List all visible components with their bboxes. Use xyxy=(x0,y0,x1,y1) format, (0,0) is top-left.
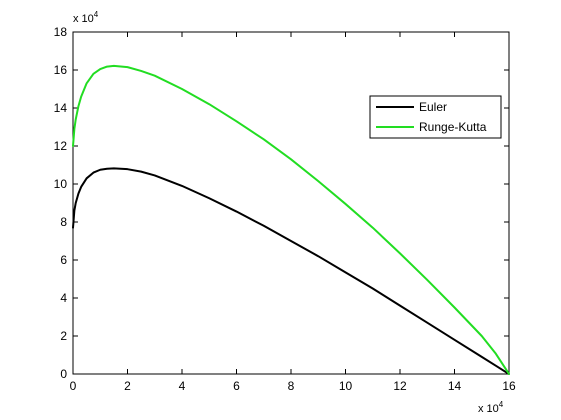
y-tick-label: 18 xyxy=(54,25,68,39)
x-tick-label: 14 xyxy=(448,379,462,393)
x-tick-label: 0 xyxy=(70,379,77,393)
y-tick-label: 14 xyxy=(54,101,68,115)
y-tick-label: 12 xyxy=(54,139,68,153)
x-tick-label: 6 xyxy=(233,379,240,393)
y-axis-multiplier: x 104 xyxy=(73,10,99,25)
x-axis-multiplier: x 104 xyxy=(478,400,504,415)
y-tick-label: 4 xyxy=(60,291,67,305)
x-tick-label: 8 xyxy=(288,379,295,393)
x-tick-label: 10 xyxy=(339,379,353,393)
x-tick-label: 16 xyxy=(502,379,516,393)
x-tick-label: 12 xyxy=(393,379,407,393)
y-tick-label: 6 xyxy=(60,253,67,267)
legend-label-euler: Euler xyxy=(419,100,447,114)
y-tick-label: 10 xyxy=(54,177,68,191)
y-tick-label: 2 xyxy=(60,329,67,343)
y-tick-label: 0 xyxy=(60,367,67,381)
legend-box xyxy=(369,95,502,139)
series-line-euler xyxy=(72,167,510,375)
legend: Euler Runge-Kutta xyxy=(369,95,502,139)
y-tick-label: 16 xyxy=(54,63,68,77)
plot-area xyxy=(72,31,510,375)
legend-label-runge-kutta: Runge-Kutta xyxy=(419,120,487,134)
y-tick-label: 8 xyxy=(60,215,67,229)
x-tick-label: 4 xyxy=(179,379,186,393)
x-tick-label: 2 xyxy=(124,379,131,393)
series-line-runge-kutta xyxy=(72,64,510,375)
series-layer xyxy=(72,64,510,375)
